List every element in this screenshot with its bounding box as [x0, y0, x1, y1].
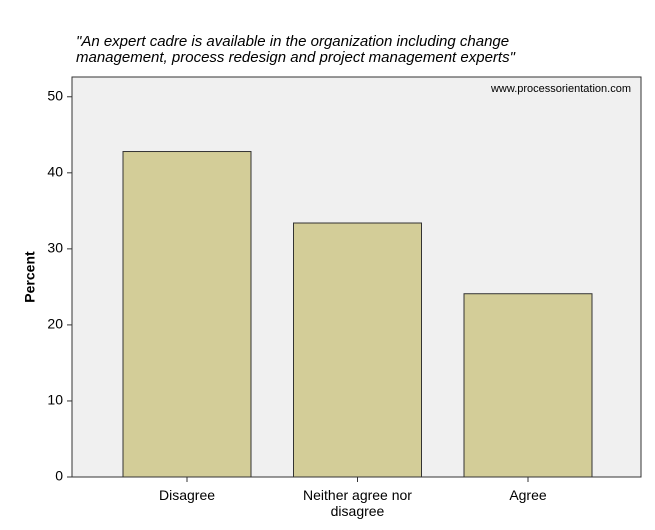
x-tick-label: Agree [509, 487, 547, 503]
y-tick-label: 50 [47, 87, 63, 103]
y-tick-label: 10 [47, 392, 63, 408]
y-axis-label: Percent [22, 251, 38, 303]
bar [293, 222, 422, 478]
x-tick-label: Neither agree nor disagree [303, 487, 412, 519]
bar [463, 293, 593, 478]
chart-title: "An expert cadre is available in the org… [76, 33, 515, 66]
x-tick-label: Disagree [158, 487, 216, 503]
bar [122, 151, 252, 478]
y-tick-label: 40 [47, 164, 63, 180]
y-tick-label: 30 [47, 240, 63, 256]
y-tick-label: 0 [55, 468, 63, 484]
annotation: www.processorientation.com [490, 83, 631, 95]
y-tick-label: 20 [47, 316, 63, 332]
